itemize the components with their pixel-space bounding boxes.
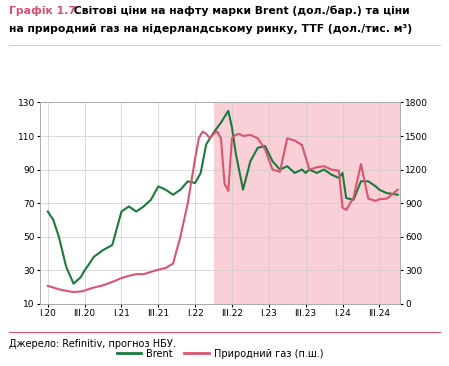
Text: Джерело: Refinitiv, прогноз НБУ.: Джерело: Refinitiv, прогноз НБУ.	[9, 339, 176, 348]
Text: на природний газ на нідерландському ринку, TTF (дол./тис. м³): на природний газ на нідерландському ринк…	[9, 24, 412, 34]
Text: Світові ціни на нафту марки Brent (дол./бар.) та ціни: Світові ціни на нафту марки Brent (дол./…	[70, 5, 409, 16]
Text: Графік 1.7.: Графік 1.7.	[9, 5, 80, 16]
Bar	[214, 102, 400, 304]
Legend: Brent, Природний газ (п.ш.): Brent, Природний газ (п.ш.)	[113, 345, 327, 363]
